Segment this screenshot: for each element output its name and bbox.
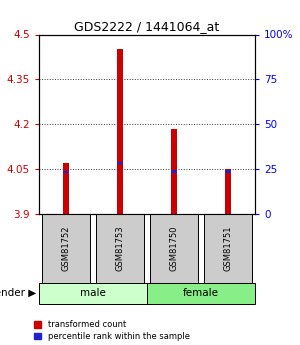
FancyBboxPatch shape <box>150 214 198 283</box>
Text: GSM81753: GSM81753 <box>116 226 124 271</box>
Bar <box>63 171 69 173</box>
Bar <box>171 170 177 172</box>
Text: GSM81751: GSM81751 <box>224 226 232 271</box>
FancyBboxPatch shape <box>147 283 255 304</box>
Text: GSM81752: GSM81752 <box>61 226 70 271</box>
Text: female: female <box>183 288 219 298</box>
Bar <box>63 163 69 214</box>
Bar <box>117 49 123 214</box>
Bar <box>225 169 231 214</box>
FancyBboxPatch shape <box>96 214 144 283</box>
Legend: transformed count, percentile rank within the sample: transformed count, percentile rank withi… <box>34 321 190 341</box>
Bar <box>117 162 123 164</box>
FancyBboxPatch shape <box>39 283 147 304</box>
FancyBboxPatch shape <box>42 214 90 283</box>
FancyBboxPatch shape <box>204 214 252 283</box>
Text: male: male <box>80 288 106 298</box>
Text: GSM81750: GSM81750 <box>169 226 178 271</box>
Text: gender ▶: gender ▶ <box>0 288 36 298</box>
Bar <box>225 170 231 172</box>
Bar <box>171 129 177 214</box>
Title: GDS2222 / 1441064_at: GDS2222 / 1441064_at <box>74 20 220 33</box>
